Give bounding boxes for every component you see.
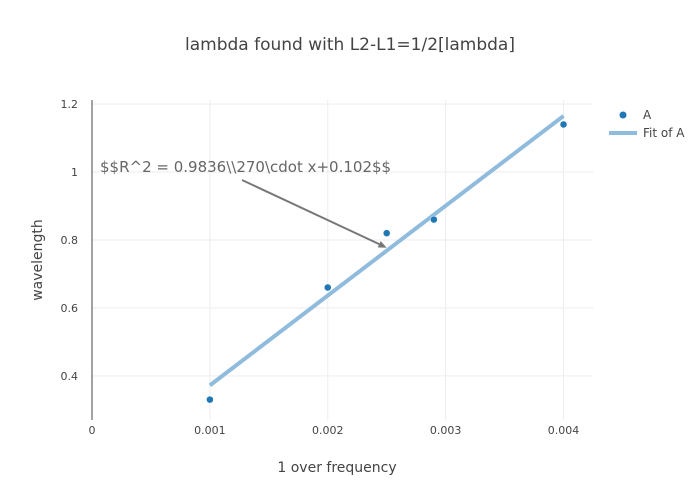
data-point: [559, 120, 568, 129]
x-tick-label: 0: [89, 424, 96, 437]
y-tick-label: 1: [71, 166, 78, 179]
legend[interactable]: A Fit of A: [609, 108, 685, 140]
x-tick-label: 0.003: [430, 424, 462, 437]
x-tick-label: 0.002: [312, 424, 344, 437]
y-tick-label: 0.4: [61, 370, 79, 383]
y-tick-label: 1.2: [61, 98, 79, 111]
annotation: $$R^2 = 0.9836\\270\cdot x+0.102$$: [100, 158, 391, 248]
data-marks: [206, 114, 568, 404]
data-point: [430, 215, 438, 224]
y-axis-label: wavelength: [30, 219, 46, 301]
data-point: [324, 283, 332, 292]
gridlines: [92, 100, 593, 420]
annotation-arrow-line: [241, 179, 384, 247]
data-point: [206, 395, 214, 404]
x-tick-label: 0.004: [548, 424, 580, 437]
fit-line: [208, 114, 565, 387]
tick-labels: 0 0.001 0.002 0.003 0.004 0.4 0.6 0.8 1 1.2: [61, 98, 580, 437]
legend-label-fit: Fit of A: [643, 126, 685, 140]
legend-marker-a: [619, 111, 627, 119]
x-tick-label: 0.001: [194, 424, 226, 437]
annotation-arrowhead: [377, 241, 387, 248]
legend-label-a: A: [643, 108, 652, 122]
data-point: [382, 229, 391, 237]
y-tick-label: 0.6: [61, 302, 79, 315]
x-axis-label: 1 over frequency: [277, 460, 396, 476]
annotation-text: $$R^2 = 0.9836\\270\cdot x+0.102$$: [100, 158, 391, 176]
chart-title: lambda found with L2-L1=1/2[lambda]: [185, 35, 515, 55]
y-tick-label: 0.8: [61, 234, 79, 247]
